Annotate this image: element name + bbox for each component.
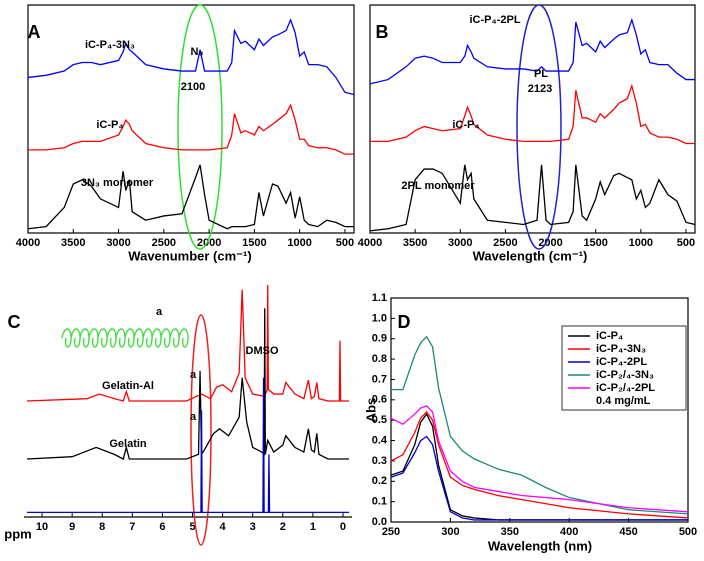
x-tick-label: 0 — [340, 521, 346, 533]
x-tick-label: 3000 — [448, 237, 472, 249]
x-tick-label: 300 — [441, 526, 459, 538]
highlight-ellipse — [516, 4, 562, 250]
gelatin-helix — [61, 328, 189, 348]
annotation: Gelatin — [109, 438, 147, 450]
x-tick-label: 450 — [619, 526, 637, 538]
spectrum-line — [27, 164, 354, 230]
y-tick-label: 0.3 — [372, 455, 387, 467]
y-tick-label: 0.6 — [372, 394, 387, 406]
legend-note: 0.4 mg/mL — [596, 395, 651, 407]
x-tick-label: 500 — [336, 237, 354, 249]
spectrum-line — [370, 83, 695, 145]
x-tick-label: 6 — [159, 521, 165, 533]
spectrum-line — [390, 435, 688, 521]
panel-label: B — [376, 22, 389, 42]
x-tick-label: 9 — [69, 521, 75, 533]
spectrum-line — [391, 335, 689, 515]
panel-label: A — [28, 22, 41, 42]
annotation: iC-P₄-2PL — [469, 14, 520, 26]
x-axis-label: Wavelength (nm) — [488, 538, 592, 553]
x-tick-label: 7 — [129, 521, 135, 533]
annotation: PL — [534, 68, 548, 80]
annotation: a — [190, 411, 197, 423]
y-axis-label: Abs — [363, 398, 378, 423]
spectrum-line — [369, 164, 696, 232]
x-tick-label: 8 — [99, 521, 105, 533]
plot-frame — [369, 4, 696, 234]
x-tick-label: 2500 — [493, 237, 517, 249]
spectrum-line — [390, 411, 689, 519]
y-tick-label: 0.8 — [372, 353, 387, 365]
highlight-ellipse — [190, 314, 212, 546]
annotation: a — [156, 306, 163, 318]
legend-label: iC-P₄-3N₃ — [596, 343, 646, 355]
highlight-ellipse — [177, 4, 223, 250]
x-axis-label: Wavelength (cm⁻¹) — [473, 248, 588, 263]
legend-label: iC-P₄-2PL — [596, 356, 647, 368]
annotation: DMSO — [246, 345, 279, 357]
annotation: iC-P₄ — [452, 119, 479, 131]
spectrum-line — [28, 103, 354, 155]
x-tick-label: 3500 — [61, 237, 85, 249]
y-tick-label: 0.4 — [372, 434, 388, 446]
annotation: a — [190, 369, 197, 381]
x-tick-label: 3 — [250, 521, 256, 533]
spectrum-line — [26, 284, 349, 402]
x-tick-label: 2000 — [197, 237, 221, 249]
legend-box — [561, 325, 687, 411]
plot-frame — [390, 297, 689, 523]
x-tick-label: 4000 — [358, 237, 382, 249]
plot-frame — [27, 4, 355, 234]
x-tick-label: 1500 — [583, 237, 607, 249]
spectrum-line — [390, 405, 689, 513]
y-tick-label: 0.0 — [372, 516, 387, 528]
x-tick-label: 400 — [560, 526, 578, 538]
x-tick-label: 2500 — [152, 237, 176, 249]
x-tick-label: 3000 — [106, 237, 130, 249]
panel-label: C — [8, 312, 21, 332]
x-tick-label: 1000 — [287, 237, 311, 249]
annotation: N₃ — [190, 46, 203, 58]
x-tick-label: 1000 — [629, 237, 653, 249]
annotation: 2PL monomer — [401, 180, 475, 192]
x-tick-label: 1500 — [242, 237, 266, 249]
y-tick-label: 0.1 — [372, 496, 387, 508]
spectrum-line — [27, 377, 349, 514]
spectrum-line — [27, 18, 355, 96]
legend-label: iC-P₄ — [596, 330, 623, 342]
x-axis-label: Wavenumber (cm⁻¹) — [128, 248, 251, 263]
annotation: Gelatin-Al — [102, 380, 154, 392]
spectrum-line — [26, 308, 349, 460]
legend-label: iC-P₂/₄-3N₃ — [596, 369, 654, 381]
legend-label: iC-P₂/₄-2PL — [596, 382, 655, 394]
spectrum-line — [369, 17, 695, 85]
x-tick-label: 500 — [677, 237, 695, 249]
panel-label: D — [398, 312, 411, 332]
y-tick-label: 0.7 — [372, 373, 387, 385]
y-tick-label: 1.0 — [372, 312, 387, 324]
annotation: 3N₃ monomer — [81, 177, 154, 189]
x-tick-label: 1 — [310, 521, 316, 533]
x-axis-label: ppm — [4, 526, 31, 541]
y-tick-label: 0.5 — [372, 414, 387, 426]
annotation: iC-P₄ — [96, 119, 123, 131]
x-tick-label: 5 — [189, 521, 195, 533]
annotation: 2123 — [528, 83, 552, 95]
annotation: 2100 — [181, 81, 205, 93]
annotation: iC-P₄-3N₃ — [85, 39, 135, 51]
x-tick-label: 500 — [679, 526, 697, 538]
y-tick-label: 0.9 — [372, 333, 387, 345]
x-tick-label: 250 — [382, 526, 400, 538]
x-tick-label: 2 — [280, 521, 286, 533]
x-tick-label: 350 — [501, 526, 519, 538]
x-tick-label: 4000 — [16, 237, 40, 249]
x-tick-label: 2000 — [538, 237, 562, 249]
y-tick-label: 0.2 — [372, 475, 387, 487]
y-tick-label: 1.1 — [372, 292, 387, 304]
x-tick-label: 10 — [36, 521, 48, 533]
x-tick-label: 4 — [220, 521, 227, 533]
x-tick-label: 3500 — [403, 237, 427, 249]
